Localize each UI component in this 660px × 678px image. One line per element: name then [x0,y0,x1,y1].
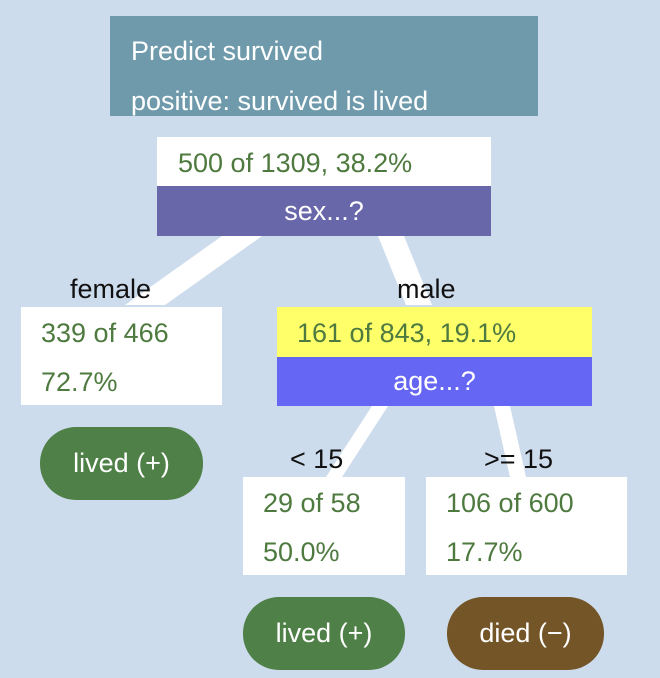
branch-label-female: female [70,274,152,304]
male-split-question: age...? [277,357,592,406]
female-node: 339 of 466 72.7% [21,307,222,405]
edge-male-old [494,406,526,477]
male-stats: 161 of 843, 19.1% [297,318,517,348]
edge-root-female [125,236,262,305]
young-node: 29 of 58 50.0% [243,477,405,575]
female-leaf-lived: lived (+) [40,427,203,500]
old-leaf-died: died (−) [447,597,604,670]
edge-male-young [326,406,388,477]
root-stats: 500 of 1309, 38.2% [178,148,413,178]
title-positive-class: positive: survived is lived [131,86,429,116]
old-node: 106 of 600 17.7% [426,477,627,575]
branch-label-male: male [397,274,456,304]
root-split-question: sex...? [157,186,491,236]
title-predict: Predict survived [131,36,324,66]
old-count: 106 of 600 [446,488,574,518]
edge-root-male [378,236,432,305]
prediction-title: Predict survived positive: survived is l… [110,16,538,116]
old-percent: 17.7% [446,537,523,567]
young-percent: 50.0% [263,537,340,567]
male-node: 161 of 843, 19.1% age...? [277,307,592,406]
branch-label-under-15: < 15 [290,444,344,474]
female-count: 339 of 466 [41,318,169,348]
young-leaf-lived: lived (+) [243,597,405,670]
female-percent: 72.7% [41,367,118,397]
young-count: 29 of 58 [263,488,361,518]
branch-label-15-plus: >= 15 [484,444,554,474]
root-node: 500 of 1309, 38.2% sex...? [157,137,491,236]
